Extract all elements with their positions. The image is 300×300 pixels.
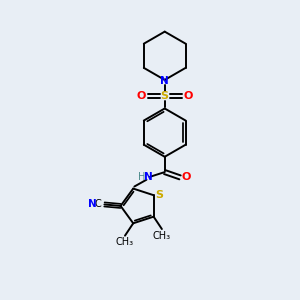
- Text: H: H: [138, 172, 146, 182]
- Text: C: C: [94, 200, 101, 209]
- Text: CH₃: CH₃: [153, 230, 171, 241]
- Text: N: N: [144, 172, 153, 182]
- Text: S: S: [155, 190, 163, 200]
- Text: N: N: [160, 76, 169, 85]
- Text: CH₃: CH₃: [116, 237, 134, 247]
- Text: N: N: [88, 200, 96, 209]
- Text: O: O: [184, 91, 193, 101]
- Text: O: O: [136, 91, 146, 101]
- Text: S: S: [161, 91, 169, 101]
- Text: O: O: [181, 172, 190, 182]
